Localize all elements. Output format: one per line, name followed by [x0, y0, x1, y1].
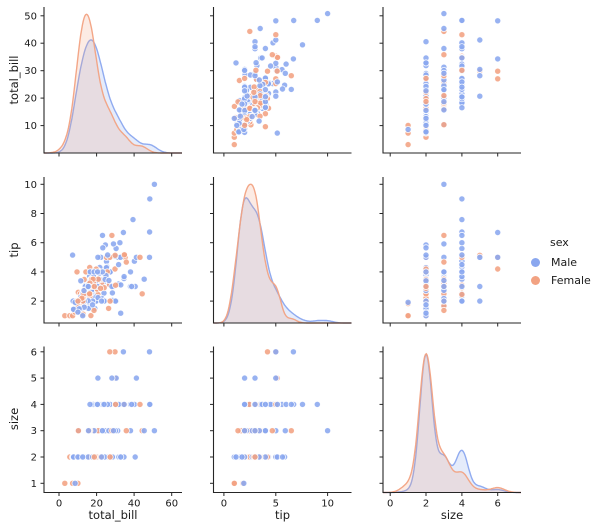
y-tick-label: 3	[31, 426, 37, 437]
y-tick-label: 1	[31, 479, 37, 490]
x-tick-label: 4	[459, 499, 465, 510]
legend-label-male: Male	[551, 255, 578, 269]
y-tick-label: 4	[31, 267, 37, 278]
panel-total_bill-vs-total_bill: 10 20 30 40 50	[24, 7, 182, 157]
y-tick-label: 8	[31, 209, 37, 220]
x-axis-label-tip: tip	[274, 508, 290, 522]
panel-tip-vs-size	[379, 177, 521, 327]
y-tick-label: 5	[31, 374, 37, 385]
panel-tip-vs-tip	[210, 177, 352, 327]
y-tick-label: 50	[24, 11, 37, 22]
y-tick-label: 30	[24, 66, 37, 77]
y-tick-label: 2	[31, 453, 37, 464]
male-marker-icon	[531, 257, 540, 267]
x-tick-label: 0	[221, 499, 227, 510]
panel-size-vs-total_bill: 0 20 40 60 1 2 3 4 5 6	[31, 346, 182, 510]
panel-total_bill-vs-size	[379, 7, 521, 157]
female-marker-icon	[531, 275, 540, 285]
legend-title: sex	[550, 236, 569, 249]
x-tick-label: 0	[56, 499, 62, 510]
x-tick-label: 2	[423, 499, 429, 510]
x-tick-label: 60	[165, 499, 178, 510]
x-axis-label-size: size	[440, 508, 464, 522]
x-tick-label: 6	[495, 499, 501, 510]
x-tick-label: 10	[321, 499, 334, 510]
x-tick-label: 20	[90, 499, 103, 510]
x-tick-label: 5	[273, 499, 279, 510]
panel-tip-vs-total_bill: 2 4 6 8 10	[24, 177, 182, 327]
y-tick-label: 40	[24, 39, 37, 50]
y-tick-label: 10	[24, 180, 37, 191]
y-axis-label-tip: tip	[7, 242, 21, 258]
y-tick-label: 6	[31, 347, 37, 358]
panel-size-vs-tip: 0 5 10	[210, 346, 352, 510]
x-axis-label-total-bill: total_bill	[88, 508, 138, 522]
panel-total_bill-vs-tip	[210, 7, 352, 157]
y-axis-label-total-bill: total_bill	[7, 55, 21, 105]
y-tick-label: 10	[24, 121, 37, 132]
legend-item-male: Male	[529, 253, 591, 271]
y-tick-label: 6	[31, 238, 37, 249]
legend-label-female: Female	[551, 273, 591, 287]
y-axis-label-size: size	[7, 407, 21, 431]
x-tick-label: 40	[128, 499, 141, 510]
legend-item-female: Female	[529, 271, 591, 289]
x-tick-label: 0	[387, 499, 393, 510]
y-tick-label: 2	[31, 297, 37, 308]
panel-size-vs-size: 0 2 4 6	[379, 346, 521, 510]
y-tick-label: 20	[24, 94, 37, 105]
y-tick-label: 4	[31, 400, 37, 411]
legend: sex Male Female	[529, 236, 591, 289]
